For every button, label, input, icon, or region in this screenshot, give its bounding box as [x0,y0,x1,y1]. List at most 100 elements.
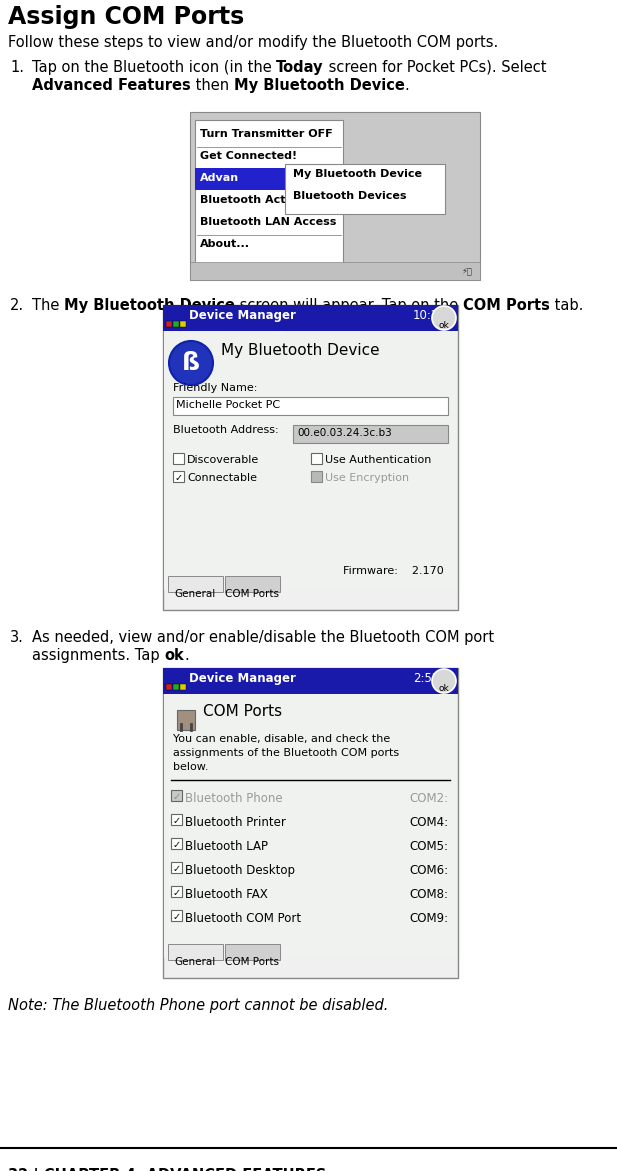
Text: ✓: ✓ [173,816,181,826]
Text: COM Ports: COM Ports [225,957,279,967]
Text: Device Manager: Device Manager [189,309,296,322]
Text: -: - [333,118,337,128]
Text: screen will appear. Tap on the: screen will appear. Tap on the [235,297,463,313]
Bar [168,944,223,960]
Text: below.: below. [173,762,209,772]
Text: Advanced Features: Advanced Features [32,78,191,93]
Text: COM Ports: COM Ports [225,589,279,600]
Bar [164,331,457,590]
Bar [311,471,322,482]
Text: Bluetooth LAP: Bluetooth LAP [185,840,268,852]
Text: ✓: ✓ [173,792,181,802]
Bar [173,471,184,482]
Text: .: . [404,78,409,93]
Text: About...: About... [200,239,250,249]
Text: ok: ok [439,321,449,330]
Bar [173,453,184,464]
Text: Bluetooth Desktop: Bluetooth Desktop [185,864,295,877]
Text: General: General [175,957,215,967]
Bar [163,304,458,331]
Bar [293,425,448,443]
Text: Use Encryption: Use Encryption [325,473,409,482]
Text: COM5:: COM5: [409,840,448,852]
Text: 2:52p: 2:52p [413,672,447,685]
Text: COM4:: COM4: [409,816,448,829]
Text: 3.: 3. [10,630,24,645]
Text: COM6:: COM6: [409,864,448,877]
Text: screen for Pocket PCs). Select: screen for Pocket PCs). Select [324,60,547,75]
Text: then: then [191,78,233,93]
Text: ✓: ✓ [173,864,181,874]
Text: COM Ports: COM Ports [463,297,550,313]
Bar [180,321,186,327]
Bar [173,397,448,415]
Text: COM2:: COM2: [409,792,448,804]
Bar [168,576,223,593]
Text: Use Authentication: Use Authentication [325,456,431,465]
Text: Bluetooth COM Port: Bluetooth COM Port [185,912,301,925]
Bar [285,164,445,214]
Text: Today: Today [276,60,324,75]
Text: ✓: ✓ [175,473,183,482]
Text: ß: ß [182,351,200,375]
Text: 00.e0.03.24.3c.b3: 00.e0.03.24.3c.b3 [297,427,392,438]
Text: ✓: ✓ [173,840,181,850]
Text: Get Connected!: Get Connected! [200,151,297,160]
Text: Tap on the Bluetooth icon (in the: Tap on the Bluetooth icon (in the [32,60,276,75]
Text: My Bluetooth Device: My Bluetooth Device [64,297,235,313]
Text: Turn Transmitter OFF: Turn Transmitter OFF [200,129,333,139]
Bar [171,838,182,849]
Bar [166,684,172,690]
Text: The: The [32,297,64,313]
Text: My Bluetooth Device: My Bluetooth Device [293,169,422,179]
Text: Bluetooth Phone: Bluetooth Phone [185,792,283,804]
Text: assignments. Tap: assignments. Tap [32,648,164,663]
Text: Advan: Advan [200,173,239,183]
Bar [171,814,182,826]
Text: Bluetooth Activesync: Bluetooth Activesync [200,196,333,205]
Bar [171,790,182,801]
Text: My Bluetooth Device: My Bluetooth Device [233,78,404,93]
Bar [163,667,458,978]
Bar [190,262,480,280]
Text: 2.: 2. [10,297,24,313]
Bar [195,119,343,268]
Text: ✓: ✓ [173,912,181,922]
Bar [163,667,458,694]
Bar [190,112,480,280]
Bar [163,304,458,610]
Text: COM Ports: COM Ports [203,704,282,719]
Bar [171,910,182,922]
Circle shape [169,341,213,385]
Text: Bluetooth LAN Access: Bluetooth LAN Access [200,217,336,227]
Bar [171,862,182,874]
Text: tab.: tab. [550,297,583,313]
Text: .: . [184,648,189,663]
Text: ok: ok [164,648,184,663]
Text: Friendly Name:: Friendly Name: [173,383,257,393]
Bar [171,886,182,897]
Bar [180,684,186,690]
Text: COM8:: COM8: [409,888,448,900]
Text: Discoverable: Discoverable [187,456,259,465]
Bar [173,684,179,690]
Text: Bluetooth Devices: Bluetooth Devices [293,191,407,201]
Text: Firmware:    2.170: Firmware: 2.170 [343,566,444,576]
Text: Assign COM Ports: Assign COM Ports [8,5,244,29]
Text: ✓: ✓ [173,888,181,898]
Text: Note: The Bluetooth Phone port cannot be disabled.: Note: The Bluetooth Phone port cannot be… [8,998,388,1013]
Text: 10:25a: 10:25a [413,309,454,322]
Circle shape [432,669,456,693]
Bar [177,710,195,730]
Text: You can enable, disable, and check the: You can enable, disable, and check the [173,734,390,744]
Text: General: General [175,589,215,600]
Bar [195,167,343,190]
Text: Bluetooth Address:: Bluetooth Address: [173,425,279,434]
Text: COM9:: COM9: [409,912,448,925]
Bar [311,453,322,464]
Text: ok: ok [439,684,449,693]
Text: Bluetooth FAX: Bluetooth FAX [185,888,268,900]
Bar [225,576,280,593]
Text: Michelle Pocket PC: Michelle Pocket PC [176,400,280,410]
Text: 32 | CHAPTER 4: ADVANCED FEATURES: 32 | CHAPTER 4: ADVANCED FEATURES [8,1167,326,1171]
